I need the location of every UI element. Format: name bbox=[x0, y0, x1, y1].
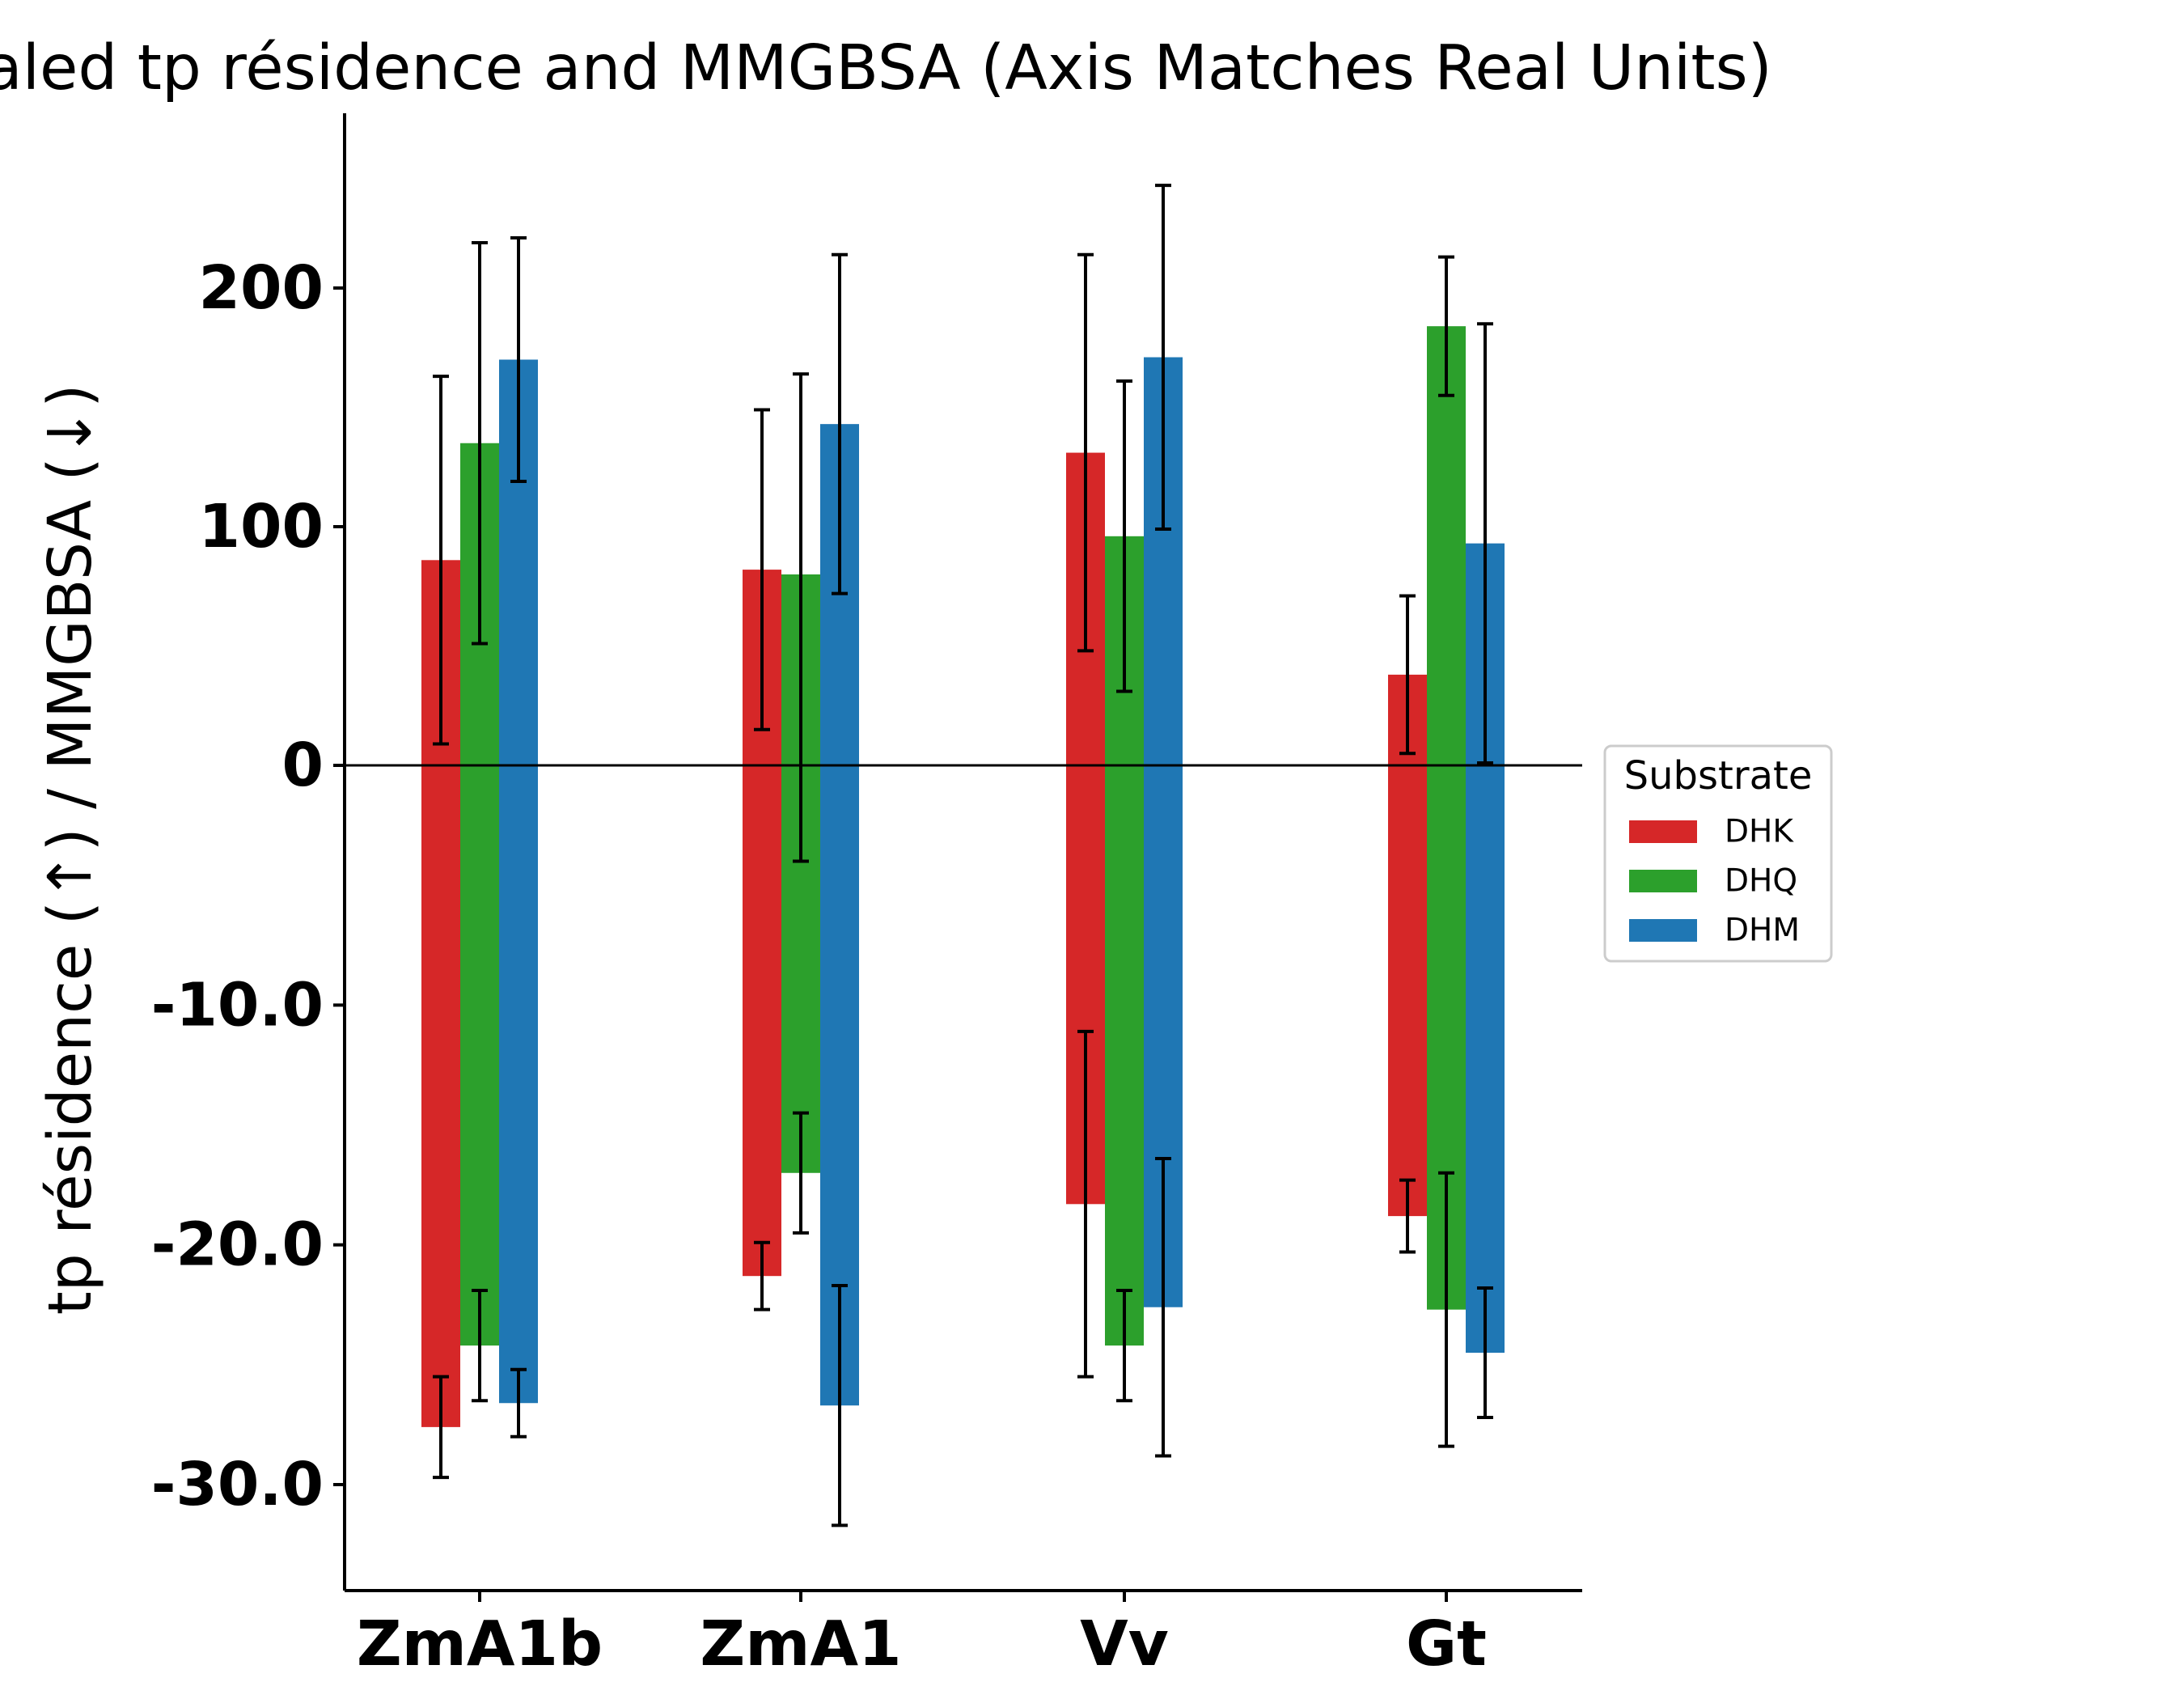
axes bbox=[343, 113, 1582, 1592]
errorbar-mmgbsa-dhk-zma1 bbox=[754, 1240, 770, 1311]
y-tick-label: 100 bbox=[199, 492, 324, 561]
legend-entry-dhk: DHK bbox=[1629, 814, 1794, 850]
legend-entries: DHK DHQ DHM bbox=[1629, 814, 1800, 949]
errorbar-tp-dhm-gt bbox=[1477, 322, 1493, 765]
chart-title: Scaled tp résidence and MMGBSA (Axis Mat… bbox=[0, 32, 1772, 104]
y-axis-ticks: 200 100 0 -10.0 -20.0 -30.0 bbox=[151, 253, 345, 1519]
bar-mmgbsa-dhk-zma1b bbox=[421, 765, 460, 1427]
legend: Substrate DHK DHQ DHM bbox=[1603, 744, 1833, 963]
legend-label: DHK bbox=[1725, 814, 1794, 850]
bar-mmgbsa-dhm-gt bbox=[1466, 765, 1505, 1354]
bar-mmgbsa-dhk-gt bbox=[1388, 765, 1427, 1217]
bar-mmgbsa-dhq-vv bbox=[1105, 765, 1144, 1346]
bar-mmgbsa-dhk-zma1 bbox=[743, 765, 781, 1277]
errorbar-tp-dhk-zma1b bbox=[433, 375, 449, 746]
errorbar-mmgbsa-dhk-zma1b bbox=[433, 1375, 449, 1480]
errorbar-tp-dhm-vv bbox=[1155, 184, 1171, 531]
errorbar-mmgbsa-dhq-gt bbox=[1438, 1171, 1454, 1448]
errorbar-tp-dhm-zma1b bbox=[510, 236, 527, 483]
legend-label: DHM bbox=[1725, 913, 1800, 949]
error-bars bbox=[433, 184, 1493, 1527]
legend-swatch bbox=[1629, 870, 1697, 892]
plot-area bbox=[421, 326, 1505, 1427]
y-axis-label: tp résidence (↑) / MMGBSA (↓) bbox=[36, 384, 105, 1316]
errorbar-mmgbsa-dhm-gt bbox=[1477, 1286, 1493, 1420]
errorbar-mmgbsa-dhk-gt bbox=[1399, 1178, 1416, 1254]
y-tick-label: -10.0 bbox=[151, 970, 324, 1040]
legend-entry-dhq: DHQ bbox=[1629, 863, 1797, 900]
errorbar-tp-dhk-vv bbox=[1077, 252, 1094, 653]
errorbar-mmgbsa-dhk-vv bbox=[1077, 1029, 1094, 1379]
legend-title: Substrate bbox=[1624, 753, 1813, 799]
errorbar-mmgbsa-dhm-zma1 bbox=[832, 1284, 848, 1527]
x-tick-label: ZmA1b bbox=[357, 1608, 603, 1680]
errorbar-tp-dhq-zma1b bbox=[472, 240, 488, 646]
errorbar-mmgbsa-dhm-zma1b bbox=[510, 1367, 527, 1438]
bar-mmgbsa-dhq-zma1b bbox=[460, 765, 499, 1346]
errorbar-tp-dhq-vv bbox=[1116, 379, 1132, 693]
errorbar-tp-dhq-zma1 bbox=[793, 372, 809, 863]
legend-frame bbox=[1603, 744, 1833, 963]
x-tick-label: Gt bbox=[1406, 1608, 1487, 1680]
errorbar-tp-dhq-gt bbox=[1438, 255, 1454, 397]
errorbar-mmgbsa-dhq-vv bbox=[1116, 1288, 1132, 1403]
errorbar-mmgbsa-dhq-zma1 bbox=[793, 1111, 809, 1235]
y-tick-label: 0 bbox=[282, 731, 324, 800]
x-tick-label: Vv bbox=[1080, 1608, 1169, 1680]
errorbar-mmgbsa-dhq-zma1b bbox=[472, 1288, 488, 1403]
errorbar-mmgbsa-dhm-vv bbox=[1155, 1156, 1171, 1458]
bar-tp-dhq-gt bbox=[1427, 326, 1466, 765]
errorbar-tp-dhm-zma1 bbox=[832, 252, 848, 595]
x-axis-ticks: ZmA1b ZmA1 Vv Gt bbox=[357, 1591, 1487, 1680]
errorbar-tp-dhk-gt bbox=[1399, 594, 1416, 756]
legend-swatch bbox=[1629, 919, 1697, 942]
y-tick-label: -30.0 bbox=[151, 1450, 324, 1519]
y-tick-label: -20.0 bbox=[151, 1210, 324, 1280]
y-tick-label: 200 bbox=[199, 253, 324, 323]
legend-entry-dhm: DHM bbox=[1629, 913, 1800, 949]
x-tick-label: ZmA1 bbox=[700, 1608, 901, 1680]
legend-swatch bbox=[1629, 820, 1697, 843]
bar-mmgbsa-dhm-zma1b bbox=[499, 765, 538, 1404]
errorbar-tp-dhk-zma1 bbox=[754, 408, 770, 731]
legend-label: DHQ bbox=[1725, 863, 1797, 900]
